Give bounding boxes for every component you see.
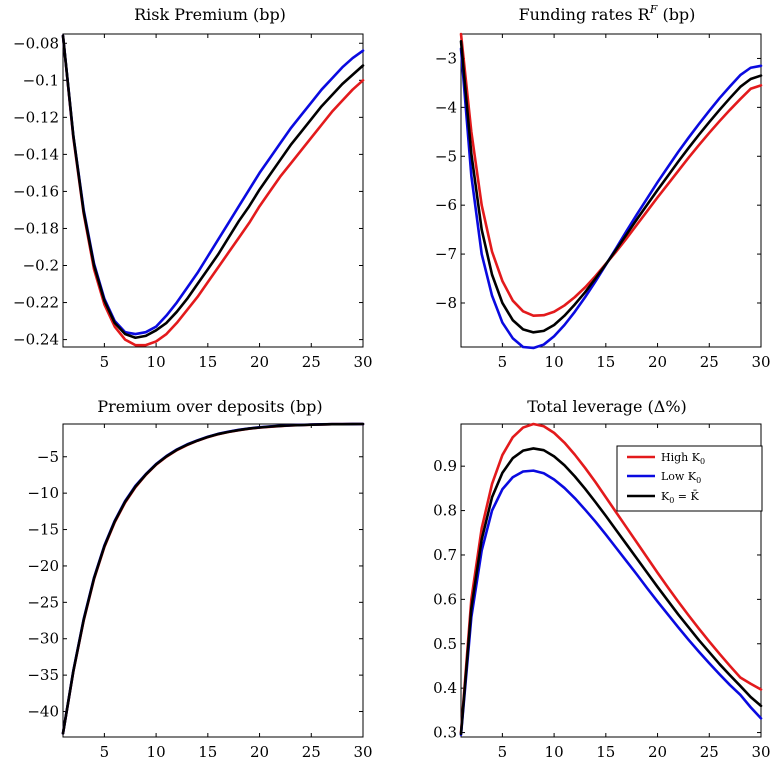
y-tick-label: −10: [27, 484, 59, 502]
x-tick-label: 5: [100, 743, 110, 761]
y-tick-label: −0.2: [23, 257, 59, 275]
x-tick-label: 5: [100, 353, 110, 371]
y-tick-label: 0.6: [433, 590, 457, 608]
series-line-low: [459, 469, 763, 737]
x-tick-label: 20: [648, 353, 667, 371]
series-line-high: [459, 422, 763, 734]
y-tick-label: 0.3: [433, 724, 457, 742]
legend-label-steady: K0 = K̄: [661, 490, 700, 505]
panel-title: Premium over deposits (bp): [97, 397, 322, 416]
y-tick-label: 0.5: [433, 635, 457, 653]
y-tick-label: −0.18: [13, 219, 59, 237]
y-tick-label: 0.4: [433, 679, 457, 697]
panel-title: Total leverage (Δ%): [527, 397, 687, 416]
y-tick-label: −3: [435, 49, 457, 67]
x-tick-label: 25: [302, 743, 321, 761]
plot-area: 5 10 15 20 25 30 −3 −4 −5 −6 −7 −8: [435, 32, 771, 371]
y-tick-label: −40: [27, 703, 59, 721]
y-tick-label: −8: [435, 294, 457, 312]
y-tick-label: −5: [435, 147, 457, 165]
x-tick-label: 15: [198, 743, 217, 761]
plot-area: 5 10 15 20 25 30 −0.08 −0.1 −0.12 −0.14 −0.16 −0.18…: [13, 33, 373, 371]
legend-label-low: Low K0: [661, 470, 701, 485]
series-line-steady: [459, 40, 763, 334]
title-superscript: F: [649, 3, 658, 16]
y-tick-label: −5: [37, 448, 59, 466]
x-tick-label: 10: [147, 353, 166, 371]
x-tick-label: 20: [250, 353, 269, 371]
x-tick-label: 15: [596, 743, 615, 761]
y-tick-label: −0.12: [13, 108, 59, 126]
x-tick-label: 20: [250, 743, 269, 761]
legend: High K0 Low K0 K0 = K̄: [616, 445, 763, 512]
y-tick-label: −0.22: [13, 294, 59, 312]
y-tick-label: 0.8: [433, 502, 457, 520]
y-tick-label: −4: [435, 98, 457, 116]
x-tick-label: 10: [545, 353, 564, 371]
y-tick-label: 0.7: [433, 546, 457, 564]
series-line-steady: [61, 422, 365, 735]
panel-title: Funding rates RF (bp): [519, 3, 696, 24]
title-main: Funding rates R: [519, 5, 651, 24]
series-line-high: [61, 34, 365, 347]
plot-area: 5 10 15 20 25 30 0.3 0.4 0.5 0.6 0.7 0.8 0.9: [433, 422, 771, 761]
x-tick-label: 5: [498, 353, 508, 371]
x-tick-label: 25: [302, 353, 321, 371]
series-line-steady: [61, 34, 365, 340]
y-tick-label: −0.16: [13, 182, 59, 200]
x-tick-label: 30: [751, 353, 770, 371]
y-tick-label: −20: [27, 557, 59, 575]
x-tick-label: 30: [353, 353, 372, 371]
x-tick-label: 30: [353, 743, 372, 761]
x-tick-label: 5: [498, 743, 508, 761]
panel-premium-over-deposits: Premium over deposits (bp) 5 10 15 20 25 30 −5…: [27, 397, 372, 761]
y-tick-label: −0.08: [13, 34, 59, 52]
x-tick-label: 20: [648, 743, 667, 761]
series-line-steady: [459, 447, 763, 736]
y-tick-label: −0.14: [13, 145, 59, 163]
y-tick-label: −0.24: [13, 331, 59, 349]
panel-funding-rates: Funding rates RF (bp) 5 10 15 20 25 30 −3 −4 −5 −…: [435, 3, 771, 371]
y-tick-label: −30: [27, 630, 59, 648]
x-tick-label: 25: [700, 353, 719, 371]
x-tick-label: 10: [147, 743, 166, 761]
legend-label-high: High K0: [661, 451, 705, 466]
plot-area: 5 10 15 20 25 30 −5 −10 −15 −20 −25 −30 −35 −40: [27, 422, 373, 761]
y-tick-label: −6: [435, 196, 457, 214]
axes-frame: [62, 423, 364, 738]
panel-total-leverage: Total leverage (Δ%) 5 10 15 20 25 30 0.3 0.4 0.5…: [433, 397, 770, 761]
y-tick-label: −15: [27, 521, 59, 539]
y-tick-label: 0.9: [433, 457, 457, 475]
y-tick-label: −25: [27, 593, 59, 611]
title-tail: (bp): [657, 5, 695, 24]
axes-frame: [62, 33, 364, 348]
panel-title: Risk Premium (bp): [134, 5, 286, 24]
y-tick-label: −35: [27, 666, 59, 684]
x-tick-label: 10: [545, 743, 564, 761]
x-tick-label: 30: [751, 743, 770, 761]
axes-frame: [460, 33, 762, 348]
x-tick-label: 25: [700, 743, 719, 761]
x-tick-label: 15: [596, 353, 615, 371]
y-tick-label: −0.1: [23, 71, 59, 89]
x-tick-label: 15: [198, 353, 217, 371]
y-tick-label: −7: [435, 245, 457, 263]
panel-risk-premium: Risk Premium (bp) 5 10 15 20 25 30 −0.08 −0.1 −0…: [13, 5, 373, 371]
